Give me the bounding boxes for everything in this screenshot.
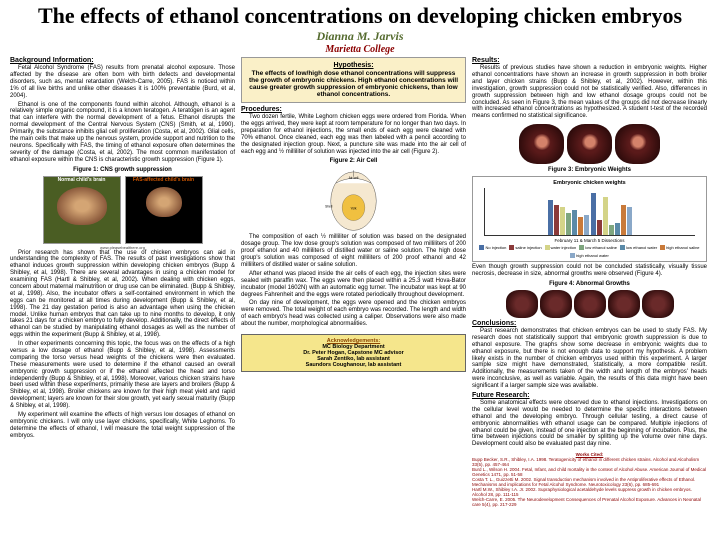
hypothesis-box: Hypothesis: The effects of low/high dose… — [241, 57, 466, 103]
embryo-image — [567, 124, 612, 164]
bg-para-4: In other experiments concerning this top… — [10, 341, 235, 410]
embryo-image — [615, 124, 660, 164]
weights-chart: Embryonic chicken weights February 11 & … — [472, 176, 707, 262]
acknowledgements-box: Acknowledgements: MC Biology DepartmentD… — [241, 334, 466, 372]
legend-item: high ethanol water — [570, 253, 609, 258]
hypothesis-text: The effects of low/high dose ethanol con… — [248, 70, 459, 98]
results-para-2: Even though growth suppression could not… — [472, 264, 707, 278]
legend-item: water injection — [545, 245, 577, 250]
chart-bar — [591, 193, 596, 235]
works-cited: Works Cited: Bupp Becker, S.R., Shibley,… — [472, 453, 707, 507]
legend-item: No injection — [479, 245, 506, 250]
figure-2-caption: Figure 2: Air Cell — [241, 158, 466, 164]
author: Dianna M. Jarvis — [20, 29, 700, 44]
chart-bar — [627, 207, 632, 235]
legend-item: high ethanol saline — [660, 245, 699, 250]
bg-para-1: Fetal Alcohol Syndrome (FAS) results fro… — [10, 65, 235, 99]
embryo-image — [540, 290, 572, 318]
brain-icon — [146, 187, 182, 217]
chart-bar — [566, 213, 571, 235]
legend-item: low ethanol water — [620, 245, 657, 250]
figure-4-caption: Figure 4: Abnormal Growths — [472, 281, 707, 287]
normal-brain-label: Normal child's brain — [58, 177, 106, 183]
chart-bar — [609, 225, 614, 235]
proc-para-2: The composition of each ½ milliliter of … — [241, 234, 466, 268]
figure-3-caption: Figure 3: Embryonic Weights — [472, 167, 707, 173]
embryo-image — [574, 290, 606, 318]
conclusions-para: Past research demonstrates that chicken … — [472, 328, 707, 390]
legend-item: saline injection — [509, 245, 541, 250]
chart-title: Embryonic chicken weights — [476, 180, 703, 186]
results-heading: Results: — [472, 57, 707, 64]
affiliation: Marietta College — [20, 44, 700, 55]
fas-brain-panel: FAS-affected child's brain — [125, 176, 203, 244]
citation: Welch-Carre, E. 2005. The Neurodevelopme… — [472, 498, 707, 508]
bg-para-2: Ethanol is one of the components found w… — [10, 102, 235, 164]
chart-xlabel: February 11 & March 5 Dissections — [476, 238, 703, 243]
proc-para-3: After ethanol was placed inside the air … — [241, 271, 466, 299]
proc-para-4: On day nine of development, the eggs wer… — [241, 300, 466, 328]
conclusions-heading: Conclusions: — [472, 320, 707, 327]
results-para-1: Results of previous studies have shown a… — [472, 65, 707, 120]
svg-text:Air cell: Air cell — [349, 177, 359, 181]
middle-column: Hypothesis: The effects of low/high dose… — [241, 57, 466, 507]
right-column: Results: Results of previous studies hav… — [472, 57, 707, 507]
chart-bar — [560, 207, 565, 235]
svg-text:Shell: Shell — [325, 205, 333, 209]
bg-para-5: My experiment will examine the effects o… — [10, 412, 235, 440]
chart-bar — [548, 200, 553, 235]
embryo-image — [608, 290, 640, 318]
chart-bar — [572, 210, 577, 235]
chart-bar — [603, 197, 608, 235]
poster-title: The effects of ethanol concentrations on… — [20, 4, 700, 27]
legend-item: low ethanol saline — [579, 245, 617, 250]
bg-para-3: Prior research has shown that the use of… — [10, 250, 235, 340]
future-research-heading: Future Research: — [472, 392, 707, 399]
chart-bar — [584, 215, 589, 235]
left-column: Background Information: Fetal Alcohol Sy… — [10, 57, 235, 507]
figure-1: Normal child's brain FAS-affected child'… — [10, 176, 235, 244]
figure-1-caption: Figure 1: CNS growth suppression — [10, 167, 235, 173]
proc-para-1: Two dozen fertile, White Leghorn chicken… — [241, 114, 466, 155]
chart-bar — [621, 205, 626, 235]
svg-text:Yolk: Yolk — [350, 207, 356, 211]
background-heading: Background Information: — [10, 57, 235, 64]
chart-bar — [578, 217, 583, 235]
chart-bar — [615, 223, 620, 235]
embryo-image — [642, 290, 674, 318]
procedures-heading: Procedures: — [241, 106, 466, 113]
embryo-photos — [472, 124, 707, 164]
normal-brain-panel: Normal child's brain — [43, 176, 121, 244]
embryo-image — [519, 124, 564, 164]
embryo-image — [506, 290, 538, 318]
abnormal-growths-photos — [472, 290, 707, 318]
hypothesis-heading: Hypothesis: — [248, 62, 459, 69]
brain-icon — [57, 187, 107, 225]
air-cell-diagram: Air cell Shell Yolk — [311, 167, 396, 232]
fas-brain-label: FAS-affected child's brain — [133, 177, 194, 183]
chart-bar — [554, 205, 559, 235]
ack-line: Saundors Coughanour, lab assistant — [247, 362, 460, 368]
chart-bar — [597, 220, 602, 235]
future-research-para: Some anatomical effects were observed du… — [472, 400, 707, 448]
